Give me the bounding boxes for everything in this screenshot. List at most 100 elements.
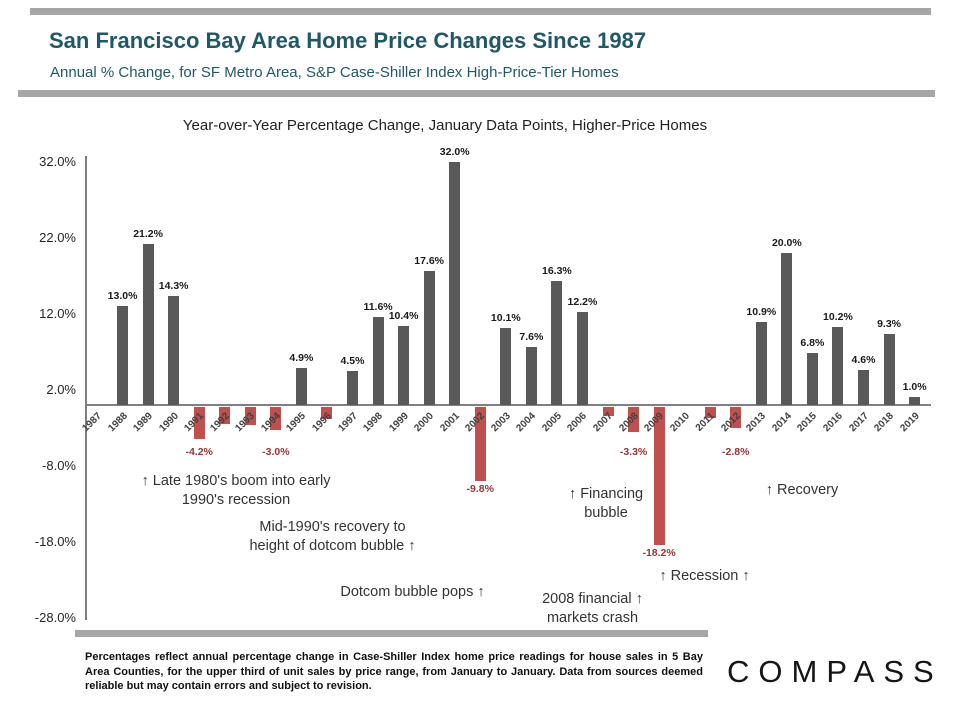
y-tick-label: -8.0% [42,457,76,473]
bar-2009 [653,407,665,546]
bar-2014 [781,253,793,405]
value-label-1990: 14.3% [158,280,189,293]
annotation-line: 2008 financial ↑ [542,591,643,607]
x-tick-label-1999: 1999 [386,410,411,435]
annotation-dotcom-bubble-pops: Dotcom bubble pops ↑ [320,583,505,602]
page-subtitle: Annual % Change, for SF Metro Area, S&P … [50,64,619,81]
value-label-2000: 17.6% [414,255,445,268]
value-label-2008: -3.3% [619,446,648,458]
x-tick-label-2010: 2010 [668,410,692,435]
y-tick-label: 22.0% [39,229,76,245]
bar-1997 [347,370,358,405]
page-title: San Francisco Bay Area Home Price Change… [49,28,647,53]
value-label-2016: 10.2% [823,311,853,324]
value-label-2018: 9.3% [877,318,902,331]
bar-2015 [806,353,818,405]
annotation-line: bubble [584,504,628,521]
y-tick-label: 32.0% [39,153,76,169]
annotation-recession: ↑ Recession ↑ [637,567,772,586]
annotation-line: ↑ Financing [568,486,644,502]
compass-logo: COMPASS [727,654,943,689]
footnote: Percentages reflect annual percentage ch… [85,651,703,693]
x-tick-label-2018: 2018 [872,410,896,435]
bar-2003 [500,328,512,405]
x-tick-label-2013: 2013 [744,410,769,435]
bar-1989 [142,243,154,405]
x-tick-label-2015: 2015 [795,410,820,435]
value-label-2019: 1.0% [902,381,927,394]
bar-2017 [858,370,869,405]
x-tick-label-2017: 2017 [846,410,871,435]
top-divider [30,8,931,15]
bar-2016 [832,327,844,405]
x-tick-label-2019: 2019 [897,410,922,435]
bar-2002 [474,407,486,482]
y-tick-label: -18.0% [34,533,76,549]
x-tick-label-1990: 1990 [157,410,181,435]
bar-1994 [270,407,282,430]
bar-2004 [525,347,537,405]
x-tick-label-1989: 1989 [131,410,155,435]
annotation-2008-crash: 2008 financial ↑ markets crash [520,590,665,628]
annotation-late-80s-boom: ↑ Late 1980's boom into early 1990's rec… [112,472,360,510]
y-axis-line [85,156,87,620]
value-label-2009: -18.2% [642,547,676,560]
bar-2008 [628,407,640,433]
value-label-1988: 13.0% [107,290,138,303]
x-tick-label-2001: 2001 [438,410,462,435]
annotation-line: markets crash [546,609,639,626]
x-tick-label-1995: 1995 [284,410,309,435]
x-axis-zero-line [85,404,931,406]
x-tick-label-1987: 1987 [80,410,104,435]
annotation-line: ↑ Late 1980's boom into early [141,473,331,489]
value-label-2014: 20.0% [771,237,802,249]
value-label-1997: 4.5% [340,354,365,367]
bar-1991 [193,407,205,439]
x-tick-label-1997: 1997 [335,410,360,435]
value-label-2005: 16.3% [542,265,572,278]
x-tick-label-2006: 2006 [565,410,590,435]
value-label-2002: -9.8% [466,483,494,496]
value-label-2012: -2.8% [722,446,750,458]
y-tick-label: 12.0% [39,305,76,321]
bar-1993 [244,407,256,426]
chart-bottom-divider [75,630,708,637]
x-tick-label-2016: 2016 [821,410,845,435]
x-tick-label-1998: 1998 [361,410,385,435]
annotation-mid-90s-recovery: Mid-1990's recovery to height of dotcom … [220,518,445,556]
x-tick-label-2003: 2003 [489,410,513,435]
bar-2018 [883,334,895,405]
bar-2001 [449,161,461,405]
chart-title: Year-over-Year Percentage Change, Januar… [182,117,708,134]
x-tick-label-2014: 2014 [770,410,794,435]
value-label-1994: -3.0% [262,446,290,458]
y-tick-label: -28.0% [34,609,76,625]
x-tick-label-1996: 1996 [310,410,334,435]
x-tick-label-1992: 1992 [208,410,232,435]
annotation-line: ↑ Recovery [765,482,839,498]
annotation-line: Dotcom bubble pops ↑ [340,584,485,600]
x-tick-label-2004: 2004 [514,410,539,435]
bar-2013 [755,322,767,405]
bar-1988 [117,306,129,405]
value-label-1989: 21.2% [133,227,163,240]
bar-2011 [704,407,716,418]
annotation-line: 1990's recession [181,491,291,508]
value-label-2001: 32.0% [439,145,470,158]
x-tick-label-2007: 2007 [591,410,615,435]
bar-1998 [372,316,384,405]
bar-2012 [730,407,742,429]
annotation-line: Mid-1990's recovery to [259,519,406,535]
bar-2019 [909,397,921,405]
bar-2000 [423,271,435,405]
bar-2007 [602,407,614,417]
bar-2005 [551,281,563,405]
y-tick-label: 2.0% [46,381,76,397]
value-label-1995: 4.9% [289,351,314,364]
bar-1999 [398,325,410,405]
x-tick-label-2005: 2005 [540,410,564,435]
bar-1990 [168,296,180,405]
bar-1995 [295,367,307,405]
value-label-2003: 10.1% [490,312,521,325]
value-label-2013: 10.9% [746,306,777,319]
